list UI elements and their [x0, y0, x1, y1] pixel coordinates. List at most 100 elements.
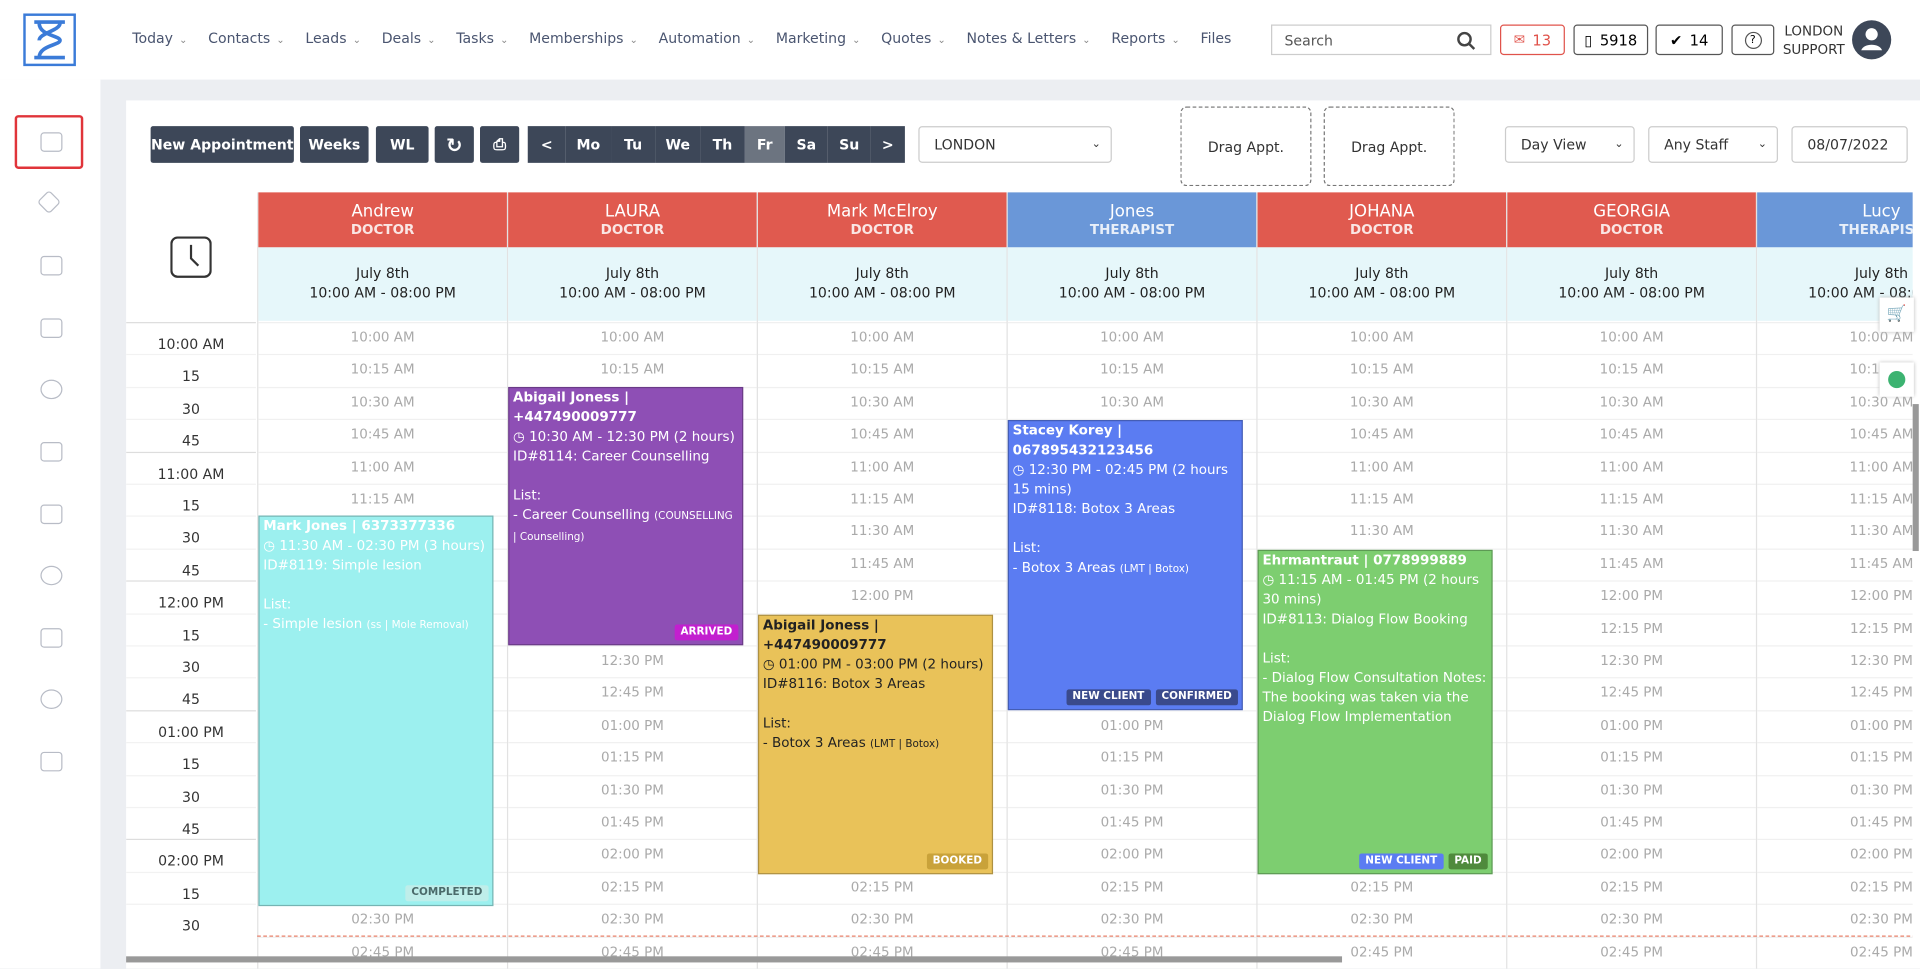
nav-item[interactable]: Quotes ⌄ — [881, 29, 945, 46]
location-select[interactable]: LONDON ⌄ — [918, 126, 1112, 163]
slot[interactable]: 02:30 PM — [258, 903, 507, 936]
slot[interactable]: 01:00 PM — [508, 709, 757, 742]
slot[interactable]: 10:00 AM — [1757, 322, 1913, 354]
slot[interactable]: 10:15 AM — [508, 354, 757, 386]
slot[interactable]: 10:00 AM — [757, 322, 1007, 354]
staff-select[interactable]: Any Staff ⌄ — [1648, 126, 1778, 163]
slot[interactable]: 10:45 AM — [757, 419, 1007, 451]
slot[interactable]: 11:15 AM — [1257, 483, 1507, 516]
slot[interactable]: 01:45 PM — [1507, 806, 1756, 839]
date-input[interactable]: 08/07/2022 — [1791, 126, 1908, 163]
slot[interactable]: 02:15 PM — [1257, 871, 1507, 904]
slot[interactable]: 10:30 AM — [757, 386, 1007, 419]
day-button[interactable]: Su — [827, 126, 871, 163]
slot[interactable]: 11:00 AM — [1757, 451, 1913, 483]
slot[interactable]: 02:45 PM — [757, 936, 1007, 968]
slot[interactable]: 02:00 PM — [1007, 839, 1257, 871]
slot[interactable]: 10:45 AM — [1507, 419, 1756, 451]
slot[interactable]: 11:15 AM — [258, 483, 507, 516]
day-button[interactable]: Th — [700, 126, 745, 163]
slot[interactable]: 10:15 AM — [1507, 354, 1756, 386]
slot[interactable]: 02:00 PM — [508, 839, 757, 871]
slot[interactable]: 01:15 PM — [1007, 742, 1257, 774]
toolbar-button[interactable]: New Appointment — [150, 126, 294, 163]
slot[interactable]: 12:30 PM — [508, 645, 757, 677]
day-button[interactable]: Sa — [784, 126, 828, 163]
nav-item[interactable]: Automation ⌄ — [659, 29, 755, 46]
day-button[interactable]: < — [527, 126, 566, 163]
nav-icon[interactable] — [40, 318, 63, 338]
slot[interactable]: 12:00 PM — [1757, 580, 1913, 613]
nav-item[interactable]: Memberships ⌄ — [529, 29, 638, 46]
slot[interactable]: 02:30 PM — [508, 903, 757, 936]
nav-icon[interactable] — [40, 628, 63, 648]
nav-icon[interactable] — [40, 442, 63, 462]
slot[interactable]: 10:15 AM — [1257, 354, 1507, 386]
slot[interactable]: 12:45 PM — [508, 677, 757, 710]
slot[interactable]: 11:00 AM — [757, 451, 1007, 483]
slot[interactable]: 01:30 PM — [1007, 774, 1257, 807]
slot[interactable]: 02:45 PM — [1257, 936, 1507, 968]
nav-icon[interactable] — [40, 379, 63, 400]
slot[interactable]: 10:30 AM — [1507, 386, 1756, 419]
slot[interactable]: 11:45 AM — [757, 548, 1007, 580]
slot[interactable]: 10:45 AM — [258, 419, 507, 451]
slot[interactable]: 11:00 AM — [1507, 451, 1756, 483]
nav-item[interactable]: Reports ⌄ — [1111, 29, 1179, 46]
search-icon[interactable] — [1456, 31, 1476, 51]
drag-slot[interactable]: Drag Appt. — [1323, 106, 1455, 187]
slot[interactable]: 02:00 PM — [1757, 839, 1913, 871]
day-button[interactable]: Mo — [565, 126, 612, 163]
drag-slot[interactable]: Drag Appt. — [1180, 106, 1312, 187]
slot[interactable]: 02:15 PM — [1757, 871, 1913, 904]
slot[interactable]: 02:15 PM — [757, 871, 1007, 904]
slot[interactable]: 02:45 PM — [1507, 936, 1756, 968]
nav-item[interactable]: Contacts ⌄ — [208, 29, 284, 46]
slot[interactable]: 01:00 PM — [1007, 709, 1257, 742]
appointment[interactable]: Mark Jones | 6373377336 ◷ 11:30 AM - 02:3… — [258, 515, 494, 907]
slot[interactable]: 11:15 AM — [1757, 483, 1913, 516]
day-button[interactable]: Fr — [744, 126, 785, 163]
slot[interactable]: 12:30 PM — [1507, 645, 1756, 677]
phone-badge[interactable]: ▯ 5918 — [1573, 24, 1649, 56]
nav-icon[interactable] — [36, 189, 62, 215]
slot[interactable]: 01:30 PM — [508, 774, 757, 807]
slot[interactable]: 10:15 AM — [757, 354, 1007, 386]
slot[interactable]: 12:45 PM — [1507, 677, 1756, 710]
nav-icon[interactable] — [40, 689, 63, 709]
slot[interactable]: 02:30 PM — [1507, 903, 1756, 936]
slot[interactable]: 02:15 PM — [508, 871, 757, 904]
slot[interactable]: 11:30 AM — [1757, 515, 1913, 548]
appointment[interactable]: Abigail Joness | +447490009777 ◷ 01:00 PM… — [757, 614, 994, 875]
cart-widget[interactable]: 🛒 — [1879, 297, 1914, 332]
slot[interactable]: 02:00 PM — [1507, 839, 1756, 871]
slot[interactable]: 10:45 AM — [1257, 419, 1507, 451]
slot[interactable]: 02:45 PM — [258, 936, 507, 968]
search-box[interactable]: Search — [1271, 24, 1492, 56]
print-button[interactable]: ⎙ — [480, 126, 520, 163]
slot[interactable]: 12:00 PM — [1507, 580, 1756, 613]
view-select[interactable]: Day View ⌄ — [1504, 126, 1635, 163]
nav-icon[interactable] — [40, 255, 63, 276]
slot[interactable]: 02:30 PM — [1757, 903, 1913, 936]
nav-icon[interactable] — [40, 751, 63, 772]
slot[interactable]: 01:30 PM — [1757, 774, 1913, 807]
nav-item[interactable]: Marketing ⌄ — [776, 29, 861, 46]
tasks-badge[interactable]: ✔ 14 — [1655, 24, 1723, 56]
appointment[interactable]: Ehrmantraut | 0778999889 ◷ 11:15 AM - 01:… — [1257, 549, 1493, 875]
slot[interactable]: 01:45 PM — [508, 806, 757, 839]
slot[interactable]: 01:15 PM — [1507, 742, 1756, 774]
slot[interactable]: 12:45 PM — [1757, 677, 1913, 710]
slot[interactable]: 02:30 PM — [1257, 903, 1507, 936]
slot[interactable]: 02:30 PM — [757, 903, 1007, 936]
slot[interactable]: 10:30 AM — [258, 386, 507, 419]
slot[interactable]: 12:15 PM — [1507, 612, 1756, 645]
slot[interactable]: 10:15 AM — [258, 354, 507, 386]
nav-item[interactable]: Tasks ⌄ — [456, 29, 508, 46]
appointment[interactable]: Stacey Korey | 067895432123456 ◷ 12:30 PM… — [1007, 420, 1243, 711]
nav-icon[interactable] — [40, 565, 63, 586]
slot[interactable]: 10:30 AM — [1007, 386, 1257, 419]
day-button[interactable]: Tu — [611, 126, 656, 163]
slot[interactable]: 02:45 PM — [1007, 936, 1257, 968]
nav-item[interactable]: Deals ⌄ — [382, 29, 436, 46]
